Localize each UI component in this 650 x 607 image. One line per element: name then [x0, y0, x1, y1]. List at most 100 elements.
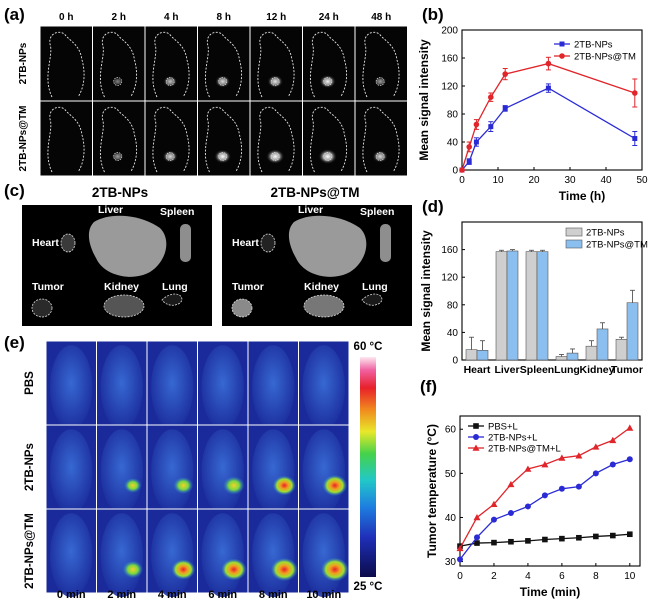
y-tick-label: 40: [445, 513, 457, 524]
x-tick-label: 4: [525, 571, 531, 582]
data-point: [575, 452, 583, 459]
data-point: [524, 503, 531, 510]
tumor-outline: [323, 77, 333, 86]
x-tick-label: 8: [593, 571, 599, 582]
image-cell: [198, 101, 250, 176]
mouse-outline: [362, 106, 400, 173]
tumor-outline: [270, 152, 280, 161]
series-line-1: [459, 458, 631, 560]
lung-shape: [361, 293, 383, 306]
panel-label-e: (e): [4, 333, 25, 352]
fluorescence-spot: [267, 75, 284, 88]
y-tick-label: 160: [441, 54, 458, 65]
panel-a-time-labels: 0 h 2 h 4 h 8 h 12 h 24 h 48 h: [59, 12, 391, 23]
mouse-outline: [47, 106, 85, 173]
mouse-body-heat: [302, 345, 345, 430]
panel-e-time-labels: 0 min 2 min 4 min 6 min 8 min 10 min: [57, 589, 342, 601]
bar: [566, 352, 579, 361]
data-point: [632, 90, 638, 96]
data-point: [626, 424, 634, 431]
organ-label-liver: Liver: [98, 204, 123, 216]
y-tick-label: 60: [445, 425, 457, 436]
mouse-body-heat: [201, 513, 244, 598]
category-label: Liver: [494, 364, 519, 376]
legend-label: 2TB-NPs@TM+L: [488, 444, 561, 455]
legend-marker: [559, 53, 565, 59]
panel-a-image-cells: [40, 26, 407, 176]
x-tick-label: 2: [491, 571, 497, 582]
category-label: Lung: [554, 364, 580, 376]
y-tick-label: 50: [445, 469, 457, 480]
timepoint-label-5: 24 h: [319, 12, 339, 23]
data-point: [593, 533, 599, 540]
tumor-heat-spot: [272, 475, 296, 496]
x-tick-label: 6: [559, 571, 565, 582]
x-tick-label: 20: [528, 175, 540, 186]
data-point: [592, 443, 600, 450]
fluorescence-spot: [162, 150, 178, 163]
image-cell: [40, 101, 92, 176]
tumor-heat-spot: [221, 558, 247, 581]
thermal-row-label-2: 2TB-NPs@TM: [24, 513, 36, 589]
bar: [536, 251, 549, 361]
lung-shape: [161, 293, 183, 306]
y-tick-label: 40: [447, 328, 459, 339]
fluorescence-spot: [319, 74, 337, 89]
image-cell: [93, 101, 145, 176]
row-label-1: 2TB-NPs@TM: [18, 106, 29, 172]
mouse-body-heat: [201, 345, 244, 430]
data-point: [610, 532, 616, 539]
timepoint-label-6: 48 h: [371, 12, 391, 23]
spleen-shape: [180, 224, 191, 262]
thermal-time-label-0: 0 min: [57, 589, 86, 601]
tumor-heat-spot: [223, 476, 245, 495]
mouse-body-heat: [50, 345, 93, 430]
mouse-outline: [100, 31, 138, 98]
mouse-outline: [257, 31, 295, 98]
tumor-shape: [31, 298, 53, 318]
data-point: [488, 94, 494, 100]
tumor-outline: [375, 77, 385, 86]
data-point: [502, 105, 508, 111]
x-tick-label: 40: [600, 175, 612, 186]
y-tick-label: 30: [445, 557, 457, 568]
data-point: [626, 456, 633, 463]
mouse-body-heat: [151, 429, 194, 514]
thermal-time-label-4: 8 min: [259, 589, 288, 601]
x-axis-label: Time (min): [520, 585, 580, 599]
organ-label-liver: Liver: [298, 204, 323, 216]
data-point: [473, 513, 481, 521]
tumor-outline: [165, 77, 175, 86]
data-point: [558, 485, 565, 492]
mouse-body-heat: [252, 429, 295, 514]
legend-label: 2TB-NPs: [574, 40, 613, 51]
data-point: [524, 465, 532, 472]
data-point: [456, 544, 464, 552]
data-point: [576, 534, 582, 541]
chart-f-tumor-temperature: 30 40 50 60 0 2 4 6 8 10 Time (min) Tumor temperatu…: [425, 415, 641, 599]
data-point: [609, 436, 617, 444]
data-point: [525, 538, 531, 544]
data-point: [559, 535, 565, 542]
timepoint-label-4: 12 h: [266, 12, 286, 23]
tumor-outline: [165, 152, 175, 161]
fluorescence-spot: [163, 75, 178, 88]
y-axis-label: Mean signal intensity: [417, 39, 431, 161]
data-point: [491, 539, 497, 546]
image-cell: [40, 26, 92, 101]
mouse-body-heat: [100, 513, 143, 598]
data-point: [459, 167, 465, 173]
tumor-heat-spot: [270, 557, 298, 582]
data-point: [542, 536, 548, 543]
mouse-body-heat: [100, 429, 143, 514]
mouse-body-heat: [252, 345, 295, 430]
heart-shape: [60, 233, 76, 253]
thermal-time-label-5: 10 min: [306, 589, 341, 601]
x-axis-label: Time (h): [559, 189, 605, 203]
data-point: [627, 531, 633, 538]
panel-c-organ-imaging: 2TB-NPs 2TB-NPs@TM Heart Liver Spleen Tumor…: [22, 185, 412, 326]
data-point: [609, 461, 616, 468]
legend-label: 2TB-NPs+L: [488, 433, 537, 444]
tumor-heat-spot: [171, 559, 196, 580]
legend-swatch: [565, 239, 583, 249]
